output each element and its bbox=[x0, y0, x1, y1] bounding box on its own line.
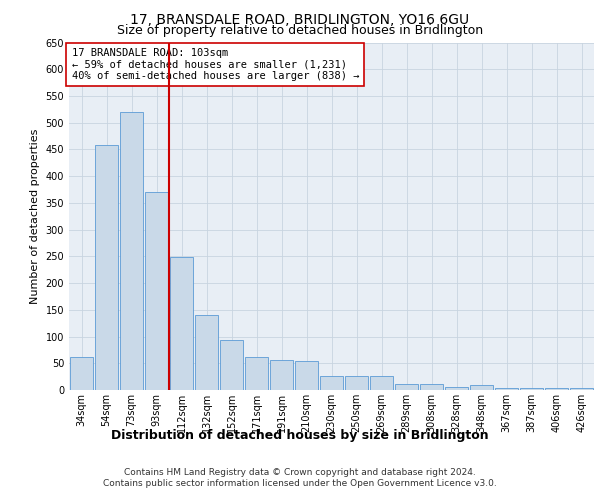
Bar bbox=[220, 340, 243, 390]
Text: Distribution of detached houses by size in Bridlington: Distribution of detached houses by size … bbox=[111, 430, 489, 442]
Text: Size of property relative to detached houses in Bridlington: Size of property relative to detached ho… bbox=[117, 24, 483, 37]
Bar bbox=[170, 258, 193, 390]
Bar bbox=[420, 384, 443, 390]
Bar bbox=[295, 360, 318, 390]
Bar bbox=[370, 376, 393, 390]
Bar bbox=[520, 388, 543, 390]
Bar bbox=[445, 387, 468, 390]
Bar bbox=[395, 384, 418, 390]
Bar bbox=[70, 357, 93, 390]
Bar bbox=[470, 385, 493, 390]
Text: 17, BRANSDALE ROAD, BRIDLINGTON, YO16 6GU: 17, BRANSDALE ROAD, BRIDLINGTON, YO16 6G… bbox=[130, 12, 470, 26]
Bar bbox=[245, 357, 268, 390]
Bar bbox=[195, 315, 218, 390]
Bar bbox=[270, 360, 293, 390]
Bar bbox=[95, 145, 118, 390]
Bar bbox=[345, 376, 368, 390]
Text: Contains HM Land Registry data © Crown copyright and database right 2024.
Contai: Contains HM Land Registry data © Crown c… bbox=[103, 468, 497, 487]
Text: 17 BRANSDALE ROAD: 103sqm
← 59% of detached houses are smaller (1,231)
40% of se: 17 BRANSDALE ROAD: 103sqm ← 59% of detac… bbox=[71, 48, 359, 81]
Bar bbox=[545, 388, 568, 390]
Bar bbox=[145, 192, 168, 390]
Y-axis label: Number of detached properties: Number of detached properties bbox=[30, 128, 40, 304]
Bar bbox=[570, 388, 593, 390]
Bar bbox=[120, 112, 143, 390]
Bar bbox=[320, 376, 343, 390]
Bar bbox=[495, 388, 518, 390]
